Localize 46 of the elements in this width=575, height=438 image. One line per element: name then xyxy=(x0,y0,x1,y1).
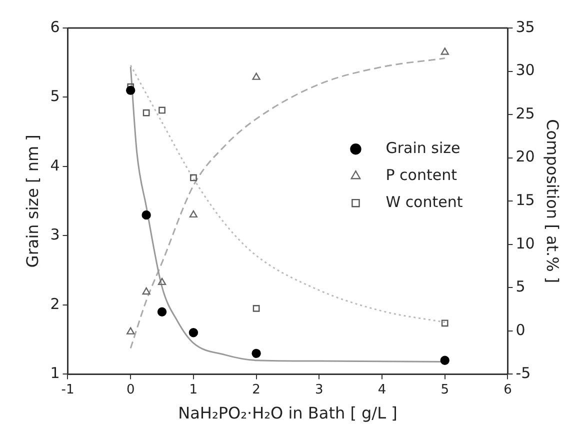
y2-tick-label: 25 xyxy=(516,104,535,122)
point xyxy=(158,278,166,286)
x-tick-label: 2 xyxy=(252,382,260,398)
y2-tick-label: -5 xyxy=(516,364,531,382)
y-tick-label: 3 xyxy=(50,226,60,244)
point xyxy=(189,210,198,218)
point xyxy=(142,109,150,116)
y-tick-label: 4 xyxy=(50,156,60,174)
x-tick-label: 0 xyxy=(126,382,135,398)
point xyxy=(440,356,450,365)
x-tick-label: 5 xyxy=(440,382,449,398)
point xyxy=(252,348,261,358)
y2-tick-label: 35 xyxy=(516,18,535,36)
y-tick-label: 2 xyxy=(50,294,60,313)
x-tick-label: 1 xyxy=(189,382,198,398)
point xyxy=(188,328,198,338)
x-tick-label: 6 xyxy=(504,382,512,398)
y2-axis-title: Composition [ at.% ] xyxy=(543,119,562,284)
x-tick-label: 3 xyxy=(315,382,324,398)
x-tick-label: -1 xyxy=(61,382,74,398)
point xyxy=(441,320,448,327)
point xyxy=(252,304,260,312)
point xyxy=(142,287,150,295)
y-tick-label: 6 xyxy=(50,18,60,36)
y2-tick-label: 15 xyxy=(516,190,535,209)
y2-tick-label: 20 xyxy=(516,148,535,166)
point xyxy=(190,174,197,182)
y2-tick-label: 30 xyxy=(516,61,535,80)
point xyxy=(440,48,449,55)
x-tick-label: 4 xyxy=(378,382,386,398)
y-axis-title: Grain size [ nm ] xyxy=(22,134,42,268)
legend-label: P content xyxy=(386,166,458,184)
point xyxy=(252,72,260,80)
y2-tick-label: 0 xyxy=(516,320,526,339)
y2-tick-label: 5 xyxy=(516,278,526,296)
point xyxy=(158,106,166,114)
y2-tick-label: 10 xyxy=(516,234,535,252)
x-axis-title: NaH₂PO₂·H₂O in Bath [ g/L ] xyxy=(178,404,398,423)
legend-label: Grain size xyxy=(386,138,460,157)
point xyxy=(126,86,136,95)
point xyxy=(142,210,151,220)
y-tick-label: 1 xyxy=(50,364,60,382)
point xyxy=(157,307,167,316)
legend-label: W content xyxy=(386,192,463,211)
point xyxy=(126,327,135,334)
y-tick-label: 5 xyxy=(50,87,60,106)
